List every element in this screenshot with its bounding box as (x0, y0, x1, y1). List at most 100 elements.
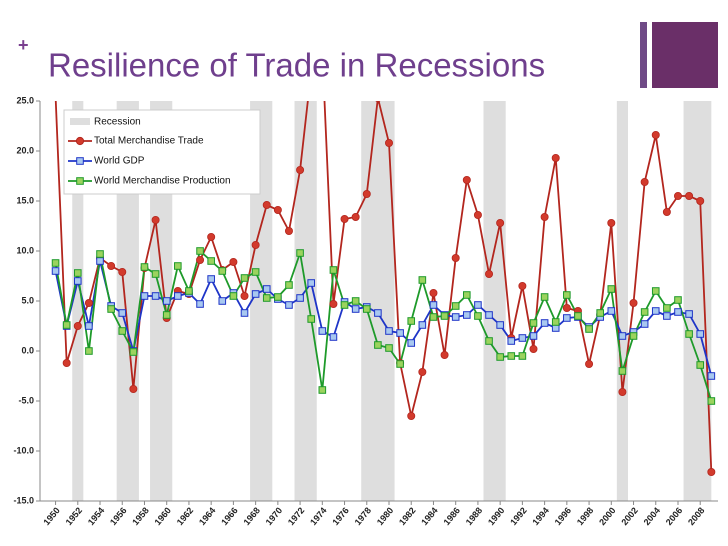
data-point (329, 333, 338, 341)
recession-band (616, 101, 628, 501)
data-point (440, 312, 449, 320)
x-tick-label: 1970 (264, 505, 285, 527)
data-point (496, 321, 504, 329)
data-point (640, 177, 649, 186)
data-point (140, 263, 149, 271)
data-point (507, 352, 516, 360)
data-point (640, 320, 649, 328)
data-point (429, 313, 438, 321)
data-point (407, 339, 416, 347)
data-point (73, 321, 82, 330)
data-point (629, 332, 638, 340)
data-point (673, 191, 682, 200)
legend-marker (75, 136, 85, 146)
data-point (618, 367, 627, 375)
data-point (485, 269, 494, 278)
data-point (663, 312, 671, 320)
y-tick-label: 10.0 (16, 245, 34, 255)
data-point (440, 350, 449, 359)
chart-title: Resilience of Trade in Recessions (48, 47, 545, 84)
decor-bar (640, 22, 647, 88)
data-point (51, 259, 60, 267)
data-point (418, 321, 427, 329)
data-point (262, 200, 271, 209)
data-point (396, 360, 404, 368)
data-point (596, 309, 604, 317)
data-point (707, 467, 716, 476)
data-point (207, 257, 215, 265)
x-tick-label: 1962 (175, 505, 196, 527)
data-point (185, 287, 193, 295)
data-point (418, 276, 427, 284)
recession-bands (72, 101, 712, 501)
series-lines (51, 92, 716, 476)
data-point (707, 397, 716, 405)
data-point (685, 191, 694, 200)
data-point (629, 298, 638, 307)
slide-marker: + (18, 35, 29, 55)
data-point (529, 344, 538, 353)
data-point (618, 387, 627, 396)
data-point (351, 212, 360, 221)
data-point (251, 240, 260, 249)
data-point (285, 301, 293, 309)
data-point (251, 268, 260, 276)
data-point (651, 130, 660, 139)
data-point (284, 226, 293, 235)
data-point (407, 411, 416, 420)
data-point (162, 297, 171, 305)
data-point (563, 314, 571, 322)
x-tick-label: 1988 (464, 505, 485, 527)
x-tick-label: 1984 (419, 505, 440, 527)
data-point (196, 247, 204, 255)
data-point (385, 138, 394, 147)
x-tick-label: 1974 (308, 505, 329, 527)
data-point (118, 267, 127, 276)
data-point (52, 92, 59, 99)
data-point (273, 205, 282, 214)
data-point (674, 308, 682, 316)
data-point (518, 352, 527, 360)
x-tick-label: 1968 (241, 505, 262, 527)
data-point (118, 327, 127, 335)
data-point (218, 267, 227, 275)
x-tick-label: 2006 (664, 505, 685, 527)
data-point (674, 296, 682, 304)
x-tick-label: 1982 (397, 505, 418, 527)
x-tick-label: 1998 (575, 505, 596, 527)
recession-band (683, 101, 712, 501)
data-point (407, 317, 416, 325)
data-point (240, 291, 249, 300)
legend-label: Recession (94, 117, 141, 128)
data-point (296, 249, 304, 257)
data-point (663, 304, 671, 312)
data-point (118, 309, 127, 317)
data-point (140, 292, 149, 300)
data-point (274, 293, 282, 301)
data-point (196, 255, 205, 264)
x-tick-label: 2000 (597, 505, 618, 527)
data-point (540, 319, 549, 327)
data-point (196, 300, 204, 308)
data-point (574, 312, 582, 320)
data-point (174, 262, 182, 270)
legend-label: World GDP (94, 156, 145, 167)
data-point (474, 301, 482, 309)
data-point (207, 232, 216, 241)
data-point (662, 207, 671, 216)
data-point (651, 307, 660, 315)
y-tick-label: -5.0 (18, 395, 34, 405)
legend-box (63, 109, 261, 195)
data-point (73, 277, 82, 285)
data-point (618, 332, 627, 340)
data-point (529, 332, 538, 340)
data-point (429, 301, 438, 309)
x-tick-label: 1958 (130, 505, 151, 527)
data-point (463, 311, 471, 319)
series-line (54, 249, 713, 402)
data-point (262, 294, 271, 302)
x-tick-label: 1992 (508, 505, 529, 527)
data-point (640, 308, 649, 316)
